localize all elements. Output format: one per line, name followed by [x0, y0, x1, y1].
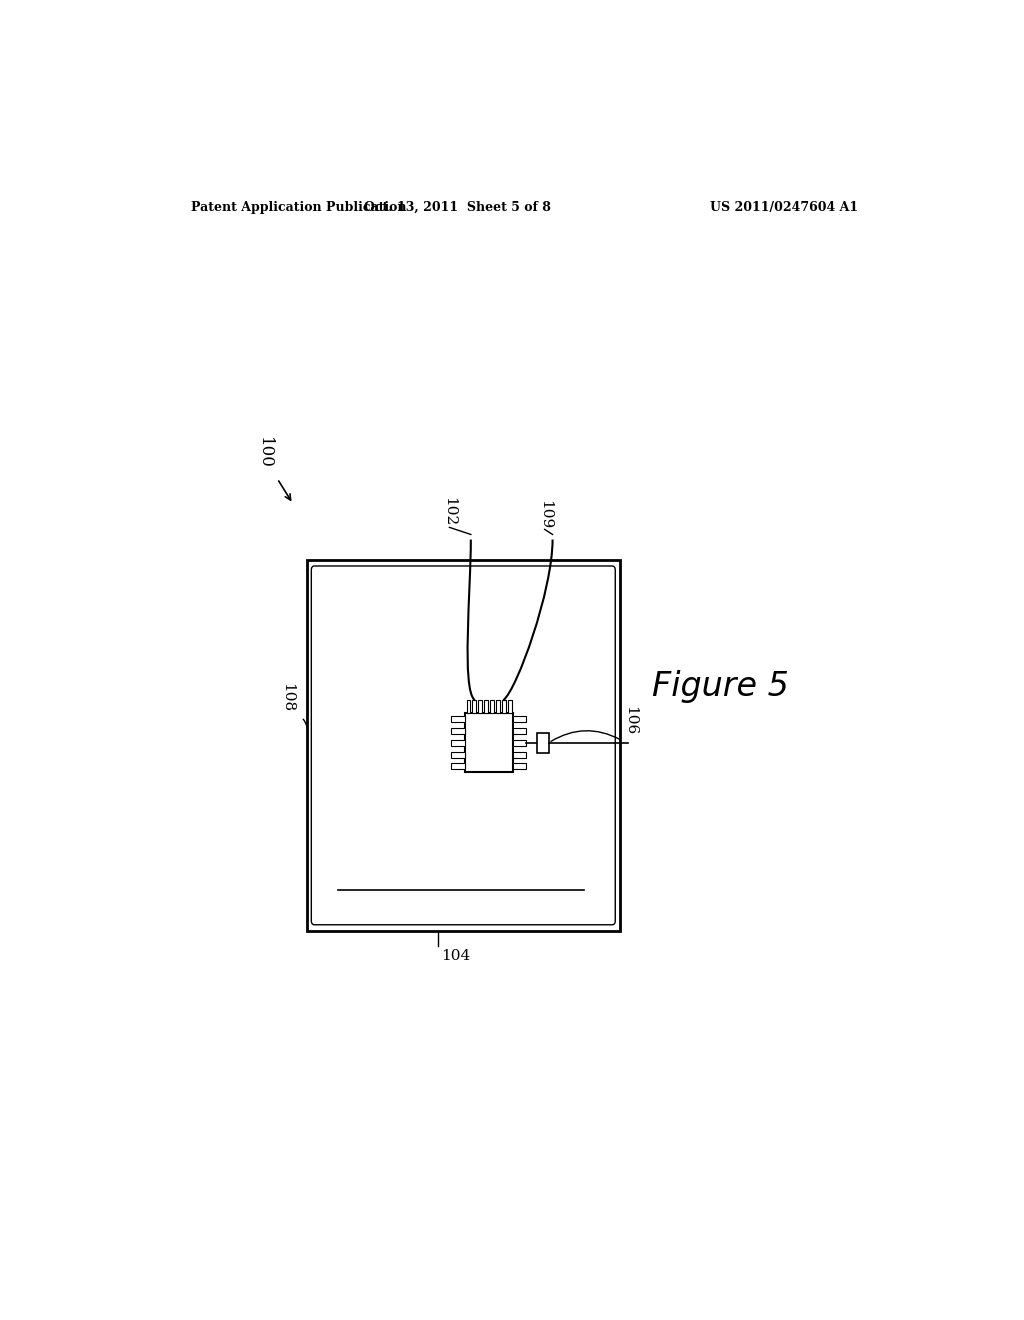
Text: Patent Application Publication: Patent Application Publication: [191, 201, 407, 214]
Bar: [478, 700, 482, 713]
Bar: [451, 717, 465, 722]
Bar: [513, 741, 525, 746]
Text: 104: 104: [441, 949, 471, 964]
Text: 102: 102: [442, 498, 457, 527]
Bar: [513, 729, 525, 734]
Text: Figure 5: Figure 5: [652, 671, 788, 704]
Text: 108: 108: [280, 682, 294, 711]
Bar: [484, 700, 487, 713]
Bar: [508, 700, 512, 713]
Bar: [513, 717, 525, 722]
Text: 106: 106: [624, 706, 637, 735]
Bar: [465, 713, 513, 772]
Bar: [451, 729, 465, 734]
Bar: [513, 751, 525, 758]
Bar: [467, 700, 470, 713]
Bar: [502, 700, 506, 713]
Text: 100: 100: [256, 437, 273, 469]
Bar: [513, 763, 525, 770]
Bar: [451, 763, 465, 770]
Bar: [306, 560, 621, 931]
Bar: [497, 700, 500, 713]
Text: Oct. 13, 2011  Sheet 5 of 8: Oct. 13, 2011 Sheet 5 of 8: [364, 201, 551, 214]
Text: US 2011/0247604 A1: US 2011/0247604 A1: [710, 201, 858, 214]
Bar: [490, 700, 494, 713]
Bar: [451, 751, 465, 758]
Text: 109: 109: [538, 499, 552, 529]
Bar: [451, 741, 465, 746]
Bar: [538, 733, 549, 752]
Bar: [472, 700, 476, 713]
